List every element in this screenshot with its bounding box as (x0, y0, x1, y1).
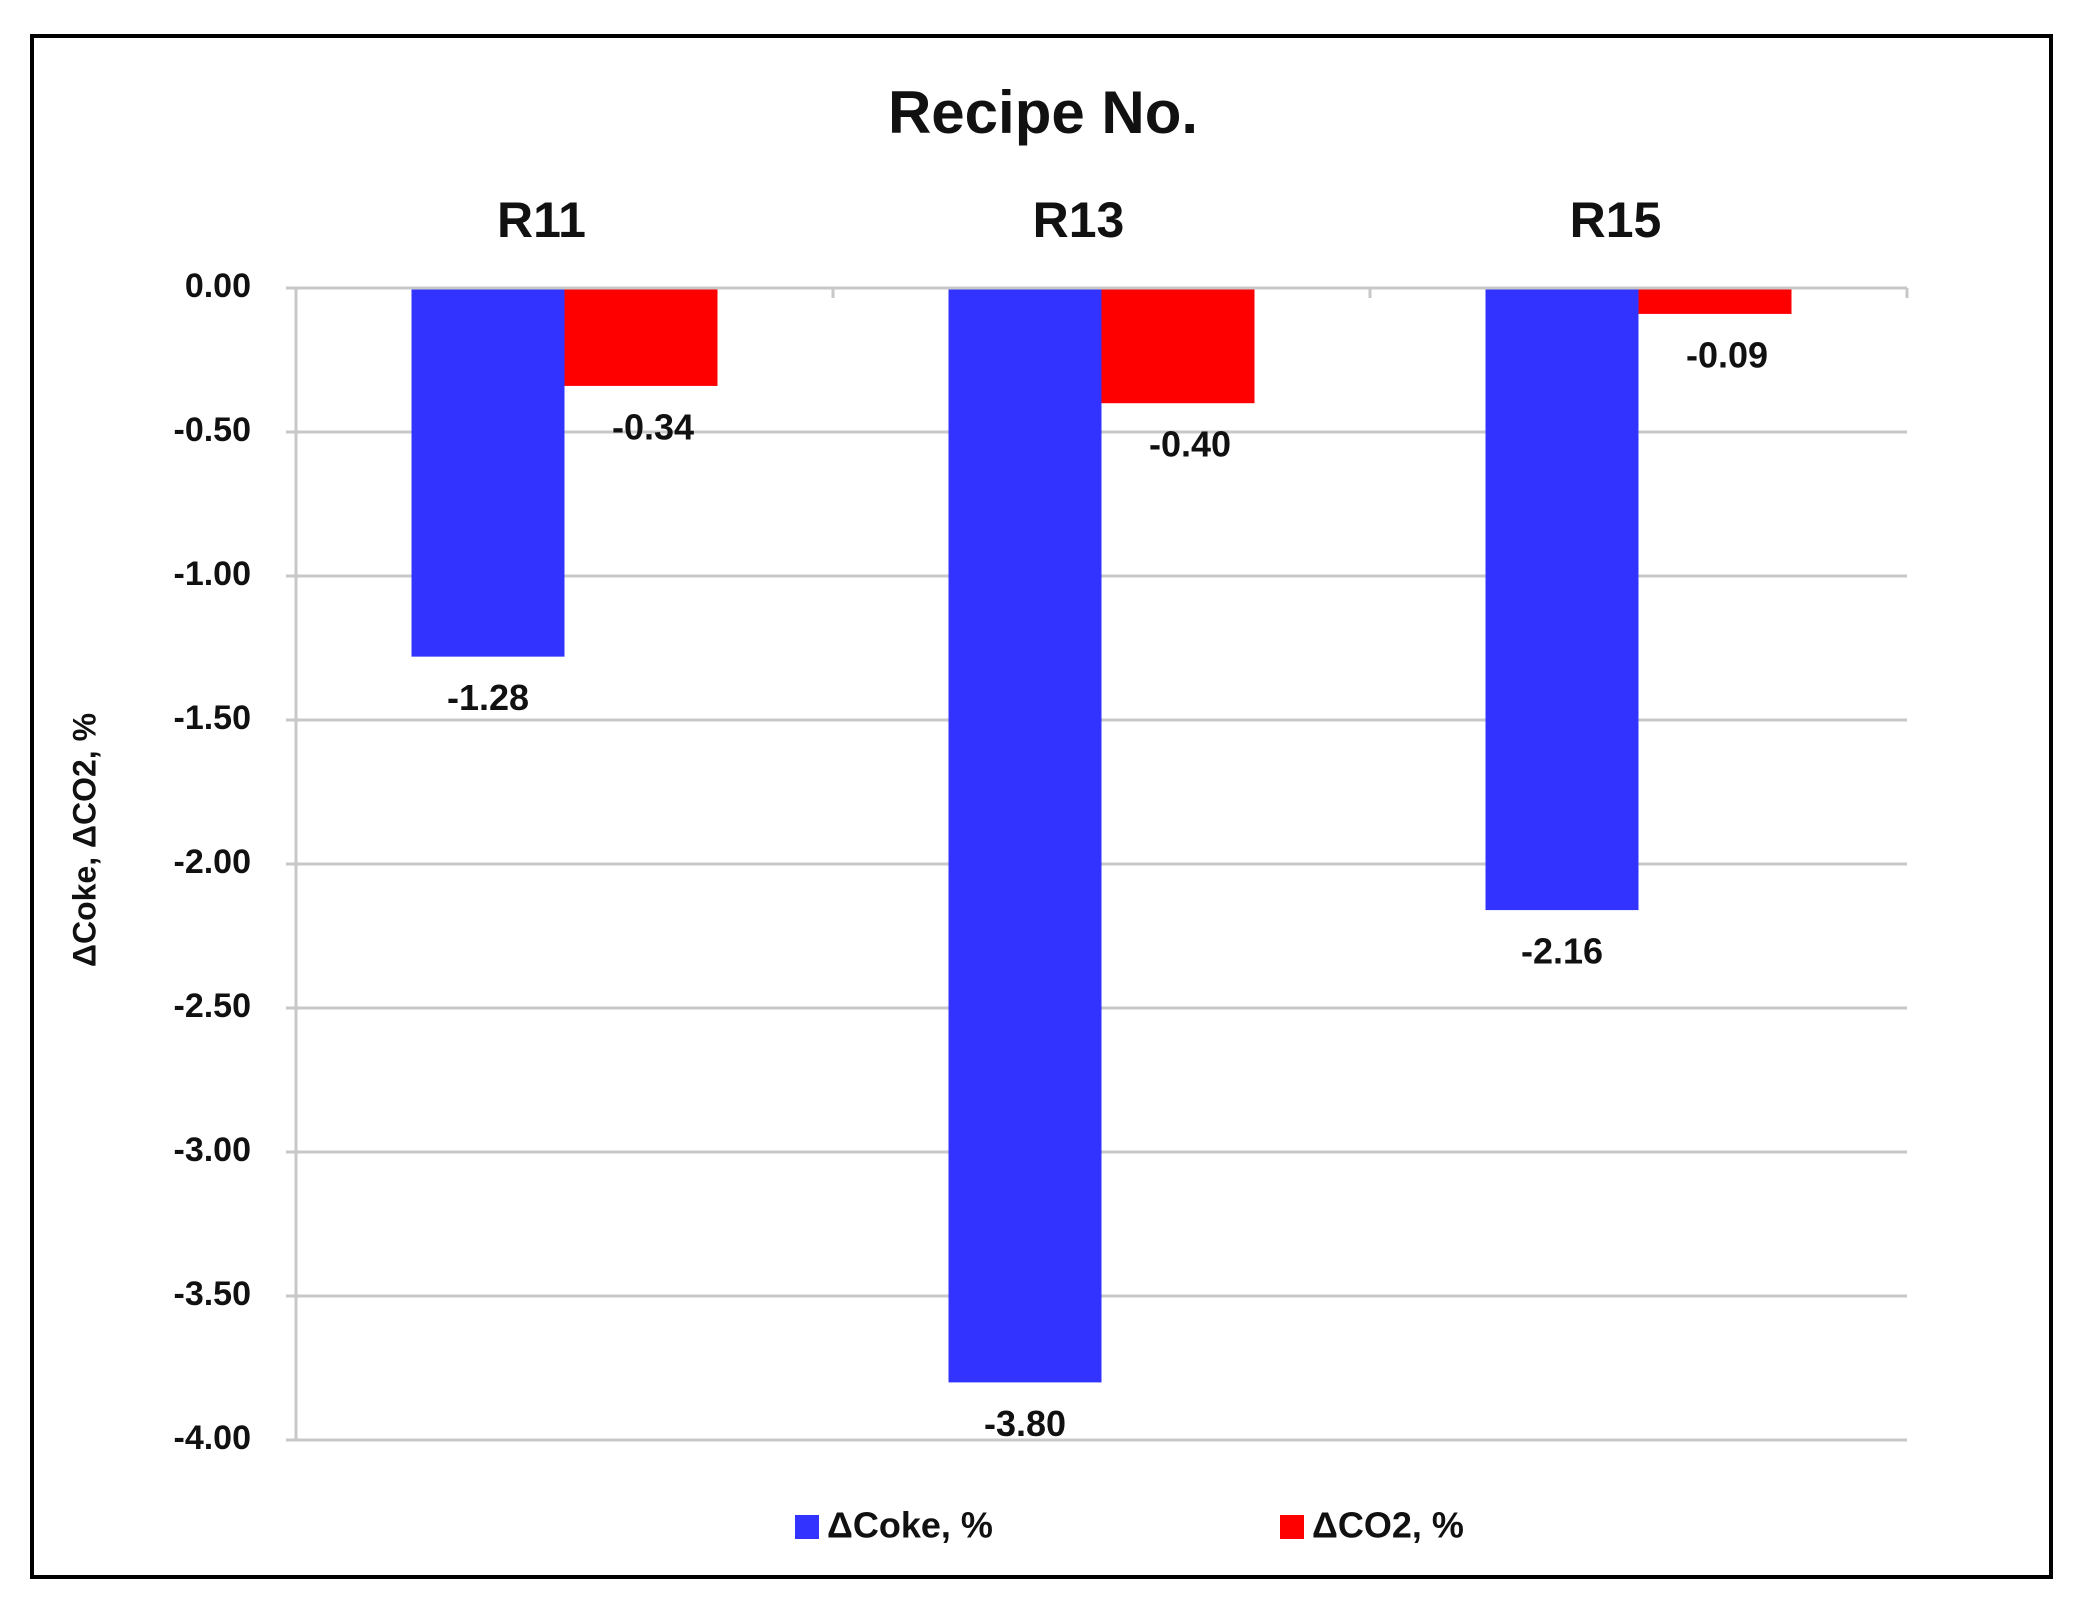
data-label: -2.16 (1521, 931, 1603, 972)
y-tick-label: -4.00 (174, 1419, 252, 1457)
legend-swatch (1280, 1515, 1304, 1539)
y-tick-label: -1.50 (174, 699, 252, 737)
bar (411, 288, 565, 657)
legend-label: ΔCO2, % (1312, 1505, 1464, 1546)
bar (564, 288, 718, 386)
bar (1101, 288, 1255, 404)
y-tick-label: -3.00 (174, 1131, 252, 1169)
legend-swatch (795, 1515, 819, 1539)
y-tick-label: 0.00 (185, 267, 251, 305)
y-tick-label: -3.50 (174, 1275, 252, 1313)
bar (1638, 288, 1792, 314)
data-label: -1.28 (447, 677, 529, 718)
bar (1485, 288, 1639, 911)
data-label: -3.80 (984, 1403, 1066, 1444)
data-label: -0.40 (1149, 424, 1231, 465)
data-label: -0.09 (1686, 334, 1768, 375)
y-tick-label: -2.50 (174, 987, 252, 1025)
data-label: -0.34 (612, 406, 694, 447)
legend-label: ΔCoke, % (827, 1505, 993, 1546)
y-tick-label: -0.50 (174, 411, 252, 449)
chart-title: Recipe No. (888, 79, 1198, 146)
x-tick-label: R11 (497, 192, 586, 248)
x-tick-label: R15 (1570, 192, 1662, 248)
y-tick-label: -2.00 (174, 843, 252, 881)
y-tick-label: -1.00 (174, 555, 252, 593)
x-tick-label: R13 (1033, 192, 1125, 248)
y-axis-title: ΔCoke, ΔCO2, % (66, 713, 102, 967)
bar (948, 288, 1102, 1383)
